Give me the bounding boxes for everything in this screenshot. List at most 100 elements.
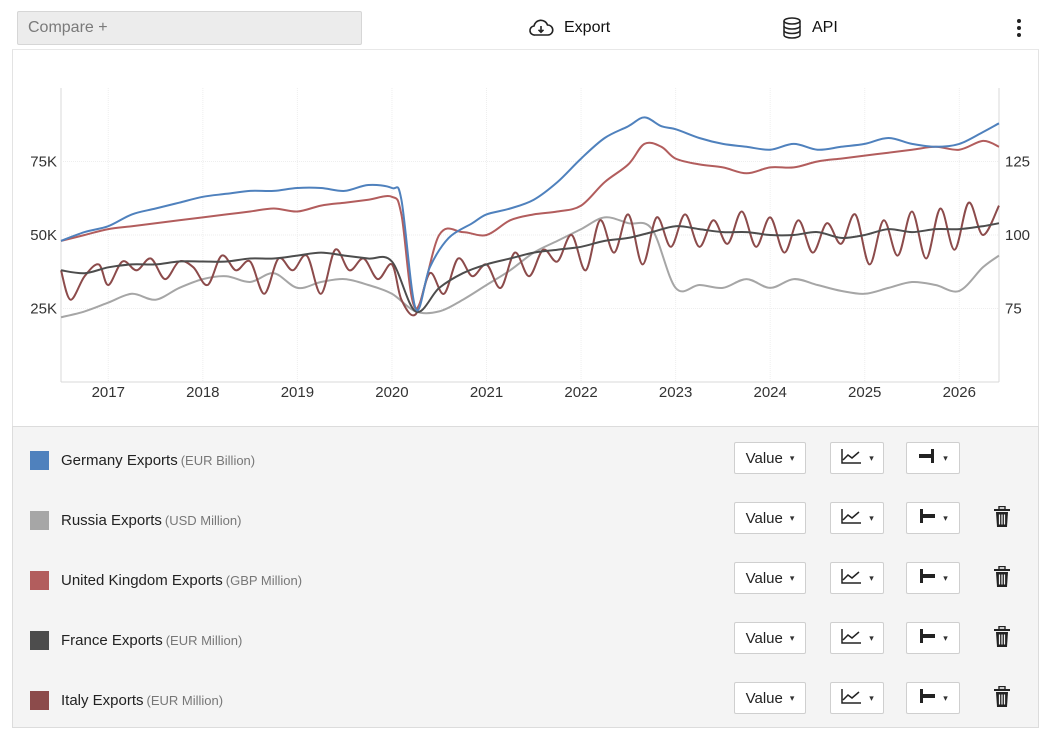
- chevron-down-icon: ▾: [789, 572, 795, 583]
- left-axis-icon: [918, 568, 936, 588]
- axis-dropdown[interactable]: ▾: [906, 622, 960, 654]
- series-color-swatch[interactable]: [30, 631, 49, 650]
- series-unit: (EUR Million): [146, 693, 224, 708]
- chevron-down-icon: ▾: [869, 452, 874, 463]
- legend-row-russia: Russia Exports (USD Million) Value ▾ ▾ ▾: [13, 490, 1038, 550]
- chart-type-dropdown[interactable]: ▾: [830, 562, 884, 594]
- y-left-tick-label: 50K: [30, 227, 57, 244]
- x-tick-label: 2025: [848, 384, 881, 401]
- left-axis-icon: [918, 628, 936, 648]
- chart-frame: [12, 49, 1039, 429]
- y-right-tick-label: 125: [1005, 154, 1030, 171]
- trash-icon[interactable]: [993, 685, 1011, 708]
- series-unit: (EUR Million): [165, 633, 243, 648]
- x-tick-label: 2022: [564, 384, 597, 401]
- series-name: Italy Exports: [61, 692, 144, 709]
- legend-row-united-kingdom: United Kingdom Exports (GBP Million) Valu…: [13, 550, 1038, 610]
- cloud-download-icon: [529, 19, 554, 36]
- x-tick-label: 2023: [659, 384, 692, 401]
- series-unit: (EUR Billion): [180, 453, 256, 468]
- chevron-down-icon: ▾: [943, 572, 948, 583]
- series-name: France Exports: [61, 632, 163, 649]
- chevron-down-icon: ▾: [789, 632, 795, 643]
- api-button[interactable]: API: [782, 14, 838, 42]
- x-tick-label: 2021: [470, 384, 503, 401]
- value-dropdown[interactable]: Value ▾: [734, 622, 806, 654]
- series-label: France Exports (EUR Million): [61, 632, 242, 649]
- series-name: United Kingdom Exports: [61, 572, 223, 589]
- series-line-italy-exports: [60, 201, 1000, 317]
- series-line-united-kingdom-exports: [60, 139, 1000, 310]
- chevron-down-icon: ▾: [943, 452, 948, 463]
- more-vertical-icon[interactable]: [1010, 17, 1028, 41]
- left-axis-icon: [918, 508, 936, 528]
- series-unit: (USD Million): [164, 513, 242, 528]
- value-dropdown-label: Value: [745, 569, 783, 587]
- line-chart-icon: [840, 687, 862, 709]
- chevron-down-icon: ▾: [789, 692, 795, 703]
- compare-input[interactable]: [17, 11, 362, 45]
- chevron-down-icon: ▾: [789, 452, 795, 463]
- value-dropdown-label: Value: [745, 449, 783, 467]
- chevron-down-icon: ▾: [943, 512, 948, 523]
- axis-dropdown[interactable]: ▾: [906, 562, 960, 594]
- line-chart-icon: [840, 507, 862, 529]
- series-color-swatch[interactable]: [30, 691, 49, 710]
- series-unit: (GBP Million): [225, 573, 303, 588]
- series-label: Germany Exports (EUR Billion): [61, 452, 255, 469]
- y-right-tick-label: 100: [1005, 227, 1030, 244]
- series-line-russia-exports: [60, 216, 1000, 319]
- export-label: Export: [564, 19, 611, 36]
- database-icon: [783, 17, 801, 39]
- line-chart-icon: [840, 627, 862, 649]
- chevron-down-icon: ▾: [943, 692, 948, 703]
- toolbar: Export API: [0, 0, 1049, 50]
- chevron-down-icon: ▾: [869, 572, 874, 583]
- series-color-swatch[interactable]: [30, 571, 49, 590]
- value-dropdown[interactable]: Value ▾: [734, 562, 806, 594]
- export-button[interactable]: Export: [528, 14, 610, 42]
- legend-panel: Germany Exports (EUR Billion) Value ▾ ▾ ▾ …: [12, 426, 1039, 728]
- x-tick-label: 2018: [186, 384, 219, 401]
- series-color-swatch[interactable]: [30, 511, 49, 530]
- series-label: Italy Exports (EUR Million): [61, 692, 223, 709]
- axis-dropdown[interactable]: ▾: [906, 682, 960, 714]
- series-line-germany-exports: [60, 116, 1000, 312]
- legend-row-italy: Italy Exports (EUR Million) Value ▾ ▾ ▾: [13, 670, 1038, 730]
- series-label: Russia Exports (USD Million): [61, 512, 241, 529]
- trash-icon[interactable]: [993, 625, 1011, 648]
- chevron-down-icon: ▾: [789, 512, 795, 523]
- series-line-france-exports: [60, 222, 1000, 313]
- series-color-swatch[interactable]: [30, 451, 49, 470]
- axis-dropdown[interactable]: ▾: [906, 442, 960, 474]
- x-tick-label: 2024: [753, 384, 786, 401]
- trash-icon[interactable]: [993, 505, 1011, 528]
- value-dropdown[interactable]: Value ▾: [734, 502, 806, 534]
- series-label: United Kingdom Exports (GBP Million): [61, 572, 302, 589]
- y-right-tick-label: 75: [1005, 301, 1022, 318]
- chart-type-dropdown[interactable]: ▾: [830, 682, 884, 714]
- x-tick-label: 2017: [92, 384, 125, 401]
- chevron-down-icon: ▾: [943, 632, 948, 643]
- api-label: API: [812, 19, 838, 36]
- chart-type-dropdown[interactable]: ▾: [830, 502, 884, 534]
- y-left-tick-label: 75K: [30, 154, 57, 171]
- series-name: Russia Exports: [61, 512, 162, 529]
- legend-row-france: France Exports (EUR Million) Value ▾ ▾ ▾: [13, 610, 1038, 670]
- value-dropdown-label: Value: [745, 509, 783, 527]
- exports-chart: 2017 2018 2019 2020 2021 2022 2023 2024 2025 2026…: [30, 88, 1030, 401]
- left-axis-icon: [918, 688, 936, 708]
- chevron-down-icon: ▾: [869, 512, 874, 523]
- chart-type-dropdown[interactable]: ▾: [830, 442, 884, 474]
- value-dropdown-label: Value: [745, 689, 783, 707]
- chevron-down-icon: ▾: [869, 632, 874, 643]
- value-dropdown[interactable]: Value ▾: [734, 682, 806, 714]
- y-left-tick-label: 25K: [30, 301, 57, 318]
- axis-dropdown[interactable]: ▾: [906, 502, 960, 534]
- value-dropdown-label: Value: [745, 629, 783, 647]
- x-tick-label: 2019: [281, 384, 314, 401]
- value-dropdown[interactable]: Value ▾: [734, 442, 806, 474]
- trash-icon[interactable]: [993, 565, 1011, 588]
- line-chart-icon: [840, 447, 862, 469]
- chart-type-dropdown[interactable]: ▾: [830, 622, 884, 654]
